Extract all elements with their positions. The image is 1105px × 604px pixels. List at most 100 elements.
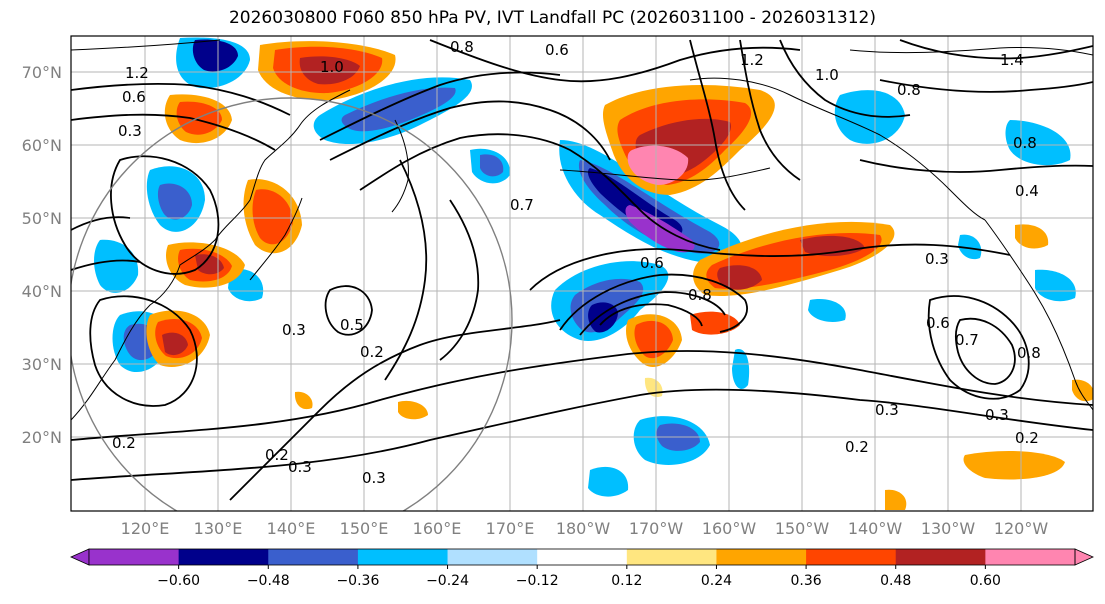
- lat-label: 40°N: [22, 282, 62, 301]
- pv-contour: [859, 159, 1093, 173]
- anomaly-blob: [1035, 269, 1076, 302]
- contour-label: 0.2: [1015, 429, 1039, 447]
- contour-label: 0.6: [640, 254, 664, 272]
- lat-label: 30°N: [22, 355, 62, 374]
- anomaly-blob: [157, 183, 192, 220]
- pv-contour: [739, 39, 801, 181]
- anomaly-blob: [192, 39, 238, 72]
- pv-contour: [71, 82, 291, 116]
- contour-label: 0.2: [265, 446, 289, 464]
- anomaly-blob: [834, 90, 905, 144]
- colorbar-segment: [89, 549, 180, 565]
- colorbar-tick-label: −0.60: [157, 573, 200, 589]
- contour-label: 0.3: [288, 458, 312, 476]
- colorbar-tick-label: 0.36: [791, 573, 822, 589]
- contour-label: 0.8: [1017, 344, 1041, 362]
- pv-contours: [71, 39, 1093, 501]
- contour-label: 0.3: [925, 250, 949, 268]
- pv-contour: [429, 39, 801, 83]
- anomaly-blob: [162, 332, 188, 356]
- pv-contour: [689, 39, 746, 211]
- map-panel: 0.6 0.8 1.0 1.2 1.4 1.2 1.0 0.8 0.6 0.3 …: [71, 36, 1093, 511]
- anomaly-blob: [176, 101, 222, 135]
- coastline-kamchatka: [391, 119, 409, 213]
- colorbar-tick-label: −0.24: [426, 573, 469, 589]
- anomaly-blob: [958, 234, 982, 260]
- lon-label: 180°W: [556, 519, 611, 538]
- colorbar-segment: [357, 549, 449, 565]
- pv-contour: [384, 159, 428, 381]
- anomaly-blob: [588, 302, 618, 333]
- pv-contour: [559, 273, 748, 333]
- contour-label: 0.3: [362, 469, 386, 487]
- colorbar-tick-label: −0.48: [247, 573, 290, 589]
- pv-contour: [879, 79, 1093, 93]
- anomaly-blob: [195, 254, 224, 275]
- coastline-north-america: [984, 219, 1093, 411]
- lon-label: 140°E: [267, 519, 316, 538]
- lon-label: 130°W: [921, 519, 976, 538]
- longitude-labels: 120°E 130°E 140°E 150°E 160°E 170°E 180°…: [121, 519, 1049, 538]
- coastlines: [71, 39, 1093, 421]
- pv-contour: [927, 295, 1030, 400]
- coastline-alaska: [689, 77, 986, 221]
- colorbar-segment: [268, 549, 359, 565]
- coastline-aleutians: [559, 167, 771, 181]
- coastline-arctic: [71, 39, 1093, 56]
- graticule: [71, 36, 1093, 511]
- pv-contour: [329, 100, 611, 161]
- contour-label: 0.5: [340, 316, 364, 334]
- pv-contour: [71, 113, 276, 151]
- anomaly-blob: [1015, 224, 1049, 249]
- coastline-japan: [249, 197, 303, 281]
- lon-label: 120°E: [121, 519, 170, 538]
- contour-label: 0.6: [926, 314, 950, 332]
- contour-label: 0.8: [1013, 134, 1037, 152]
- pv-contour: [71, 388, 1093, 481]
- contour-label: 1.0: [815, 66, 839, 84]
- anomaly-blob: [885, 489, 907, 510]
- contour-label: 0.2: [112, 434, 136, 452]
- chart-title: 2026030800 F060 850 hPa PV, IVT Landfall…: [228, 8, 876, 28]
- colorbar-tick-label: 0.60: [970, 573, 1001, 589]
- lat-label: 60°N: [22, 136, 62, 155]
- anomaly-blob: [341, 87, 456, 132]
- contour-label: 0.3: [282, 321, 306, 339]
- lon-label: 160°W: [702, 519, 757, 538]
- colorbar-segment: [447, 549, 538, 565]
- latitude-labels: 70°N 60°N 50°N 40°N 30°N 20°N: [22, 63, 62, 447]
- anomaly-blob: [627, 145, 689, 185]
- pv-contour: [599, 303, 703, 327]
- contour-label: 0.2: [360, 343, 384, 361]
- contour-label: 0.7: [510, 196, 534, 214]
- contour-label: 0.6: [545, 41, 569, 59]
- anomaly-blob: [588, 466, 629, 497]
- pv-contour: [319, 71, 561, 141]
- pv-contour: [89, 295, 198, 407]
- pv-contour: [110, 155, 220, 275]
- anomaly-blob: [398, 400, 428, 420]
- pv-contour: [529, 243, 1011, 291]
- anomaly-blob: [717, 265, 762, 290]
- anomaly-blob: [299, 56, 360, 85]
- colorbar-tick-label: 0.12: [611, 573, 642, 589]
- anomaly-blob: [94, 239, 139, 293]
- contour-label: 0.8: [897, 81, 921, 99]
- lon-label: 150°E: [340, 519, 389, 538]
- colorbar-segment: [626, 549, 717, 565]
- range-circle: [71, 97, 513, 511]
- contour-label: 0.6: [122, 88, 146, 106]
- lon-label: 170°E: [486, 519, 535, 538]
- lon-label: 120°W: [994, 519, 1049, 538]
- colorbar-extend-high: [1074, 548, 1094, 566]
- anomaly-blob: [252, 189, 293, 245]
- lon-label: 170°W: [629, 519, 684, 538]
- pv-contour: [579, 291, 726, 336]
- pv-contour: [71, 216, 141, 271]
- pv-contour: [955, 317, 1016, 385]
- colorbar-segment: [537, 549, 628, 565]
- pv-contour: [359, 133, 721, 251]
- lon-label: 150°W: [775, 519, 830, 538]
- colorbar-extend-low: [70, 548, 90, 566]
